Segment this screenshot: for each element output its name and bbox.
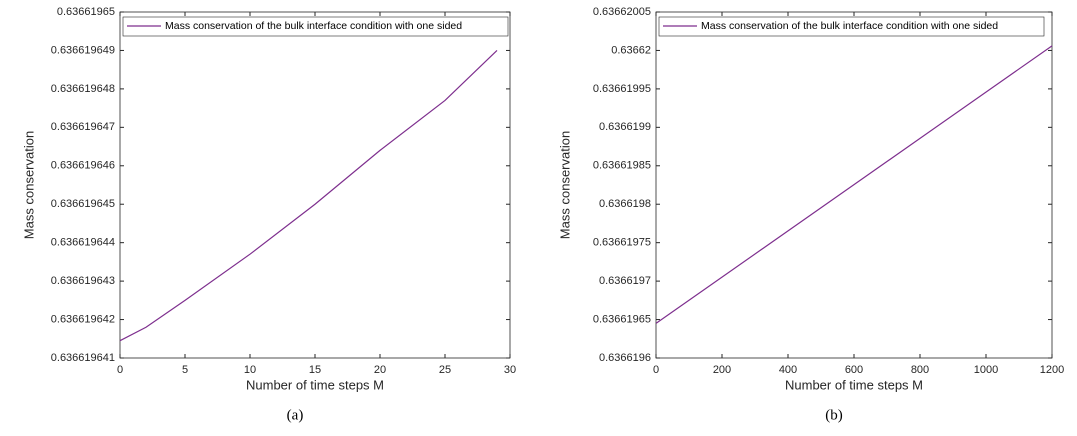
y-tick-label: 0.63661965 bbox=[57, 6, 115, 18]
y-tick-label: 0.6366197 bbox=[599, 275, 651, 287]
y-tick-label: 0.63661995 bbox=[593, 83, 651, 95]
data-line bbox=[655, 45, 1053, 324]
y-tick-label: 0.63662 bbox=[611, 44, 651, 56]
plot-area bbox=[119, 11, 511, 359]
x-tick-label: 200 bbox=[713, 364, 731, 376]
legend-box bbox=[122, 16, 509, 37]
x-tick-label: 0 bbox=[653, 364, 659, 376]
y-tick-label: 0.636619646 bbox=[51, 160, 115, 172]
y-tick-label: 0.636619643 bbox=[51, 275, 115, 287]
y-tick-label: 0.636619644 bbox=[51, 237, 115, 249]
caption: (a) bbox=[287, 407, 304, 423]
x-tick-label: 30 bbox=[504, 364, 516, 376]
x-axis-label: Number of time steps M bbox=[246, 377, 384, 392]
legend-label: Mass conservation of the bulk interface … bbox=[701, 20, 998, 32]
legend-box bbox=[658, 16, 1045, 37]
x-tick-label: 20 bbox=[374, 364, 386, 376]
y-axis-label: Mass conservation bbox=[557, 131, 572, 239]
x-tick-label: 15 bbox=[309, 364, 321, 376]
y-tick-label: 0.6366198 bbox=[599, 198, 651, 210]
x-tick-label: 25 bbox=[439, 364, 451, 376]
legend-label: Mass conservation of the bulk interface … bbox=[165, 20, 462, 32]
x-axis-label: Number of time steps M bbox=[785, 377, 923, 392]
y-tick-label: 0.636619649 bbox=[51, 44, 115, 56]
x-tick-label: 400 bbox=[779, 364, 797, 376]
y-tick-label: 0.636619648 bbox=[51, 83, 115, 95]
y-tick-label: 0.636619647 bbox=[51, 121, 115, 133]
y-tick-label: 0.63661985 bbox=[593, 160, 651, 172]
caption: (b) bbox=[825, 407, 843, 423]
y-tick-label: 0.63661975 bbox=[593, 237, 651, 249]
y-tick-label: 0.63662005 bbox=[593, 6, 651, 18]
x-tick-label: 800 bbox=[911, 364, 929, 376]
x-tick-label: 1200 bbox=[1040, 364, 1064, 376]
y-tick-label: 0.63661965 bbox=[593, 313, 651, 325]
y-axis-label: Mass conservation bbox=[21, 131, 36, 239]
x-tick-label: 600 bbox=[845, 364, 863, 376]
x-tick-label: 1000 bbox=[974, 364, 998, 376]
y-tick-label: 0.636619641 bbox=[51, 352, 115, 364]
y-tick-label: 0.6366199 bbox=[599, 121, 651, 133]
data-line bbox=[119, 50, 498, 342]
x-tick-label: 0 bbox=[117, 364, 123, 376]
x-tick-label: 5 bbox=[182, 364, 188, 376]
y-tick-label: 0.636619645 bbox=[51, 198, 115, 210]
y-tick-label: 0.6366196 bbox=[599, 352, 651, 364]
y-tick-label: 0.636619642 bbox=[51, 313, 115, 325]
x-tick-label: 10 bbox=[244, 364, 256, 376]
